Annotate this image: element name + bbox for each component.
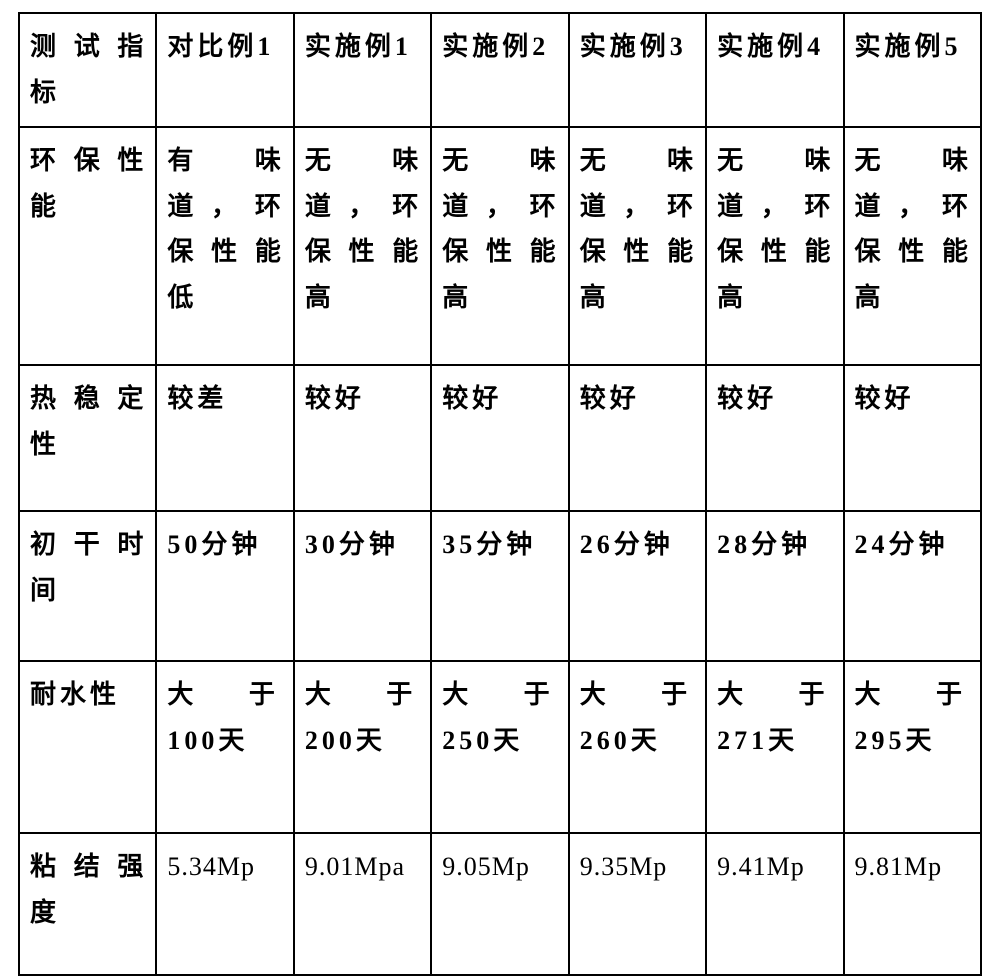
gt-char-da: 大 (580, 680, 610, 709)
table-header-row: 测试指标 对比例1 实施例1 实施例2 实施例3 实施例4 实施例5 (19, 13, 981, 127)
cell-bond-example2: 9.05Mp (431, 833, 568, 975)
comparison-table: 测试指标 对比例1 实施例1 实施例2 实施例3 实施例4 实施例5 环保性能 … (18, 12, 982, 976)
page: 测试指标 对比例1 实施例1 实施例2 实施例3 实施例4 实施例5 环保性能 … (0, 0, 1000, 947)
gt-char-yu: 于 (249, 672, 279, 718)
gt-char-yu: 于 (524, 672, 554, 718)
col-header-example5: 实施例5 (844, 13, 981, 127)
col-header-compare1: 对比例1 (156, 13, 293, 127)
cell-bond-example5: 9.81Mp (844, 833, 981, 975)
col-header-example2: 实施例2 (431, 13, 568, 127)
cell-env-compare1: 有味道，环保性能低 (156, 127, 293, 365)
row-label-thermal: 热稳定性 (19, 365, 156, 511)
cell-water-days: 250天 (442, 726, 523, 755)
cell-water-compare1: 大 于 100天 (156, 661, 293, 833)
cell-env-example5: 无味道，环保性能高 (844, 127, 981, 365)
cell-drytime-compare1: 50分钟 (156, 511, 293, 661)
gt-char-yu: 于 (799, 672, 829, 718)
gt-char-da: 大 (717, 680, 747, 709)
cell-bond-example4: 9.41Mp (706, 833, 843, 975)
cell-drytime-example4: 28分钟 (706, 511, 843, 661)
cell-water-days: 271天 (717, 726, 798, 755)
gt-char-da: 大 (855, 680, 885, 709)
row-label-drytime: 初干时间 (19, 511, 156, 661)
cell-drytime-example2: 35分钟 (431, 511, 568, 661)
cell-water-days: 295天 (855, 726, 936, 755)
cell-bond-example1: 9.01Mpa (294, 833, 431, 975)
cell-thermal-example2: 较好 (431, 365, 568, 511)
table-row: 初干时间 50分钟 30分钟 35分钟 26分钟 28分钟 24分钟 (19, 511, 981, 661)
cell-bond-compare1: 5.34Mp (156, 833, 293, 975)
bond-value: 5.34Mp (167, 852, 255, 881)
cell-water-days: 200天 (305, 726, 386, 755)
cell-water-days: 100天 (167, 726, 248, 755)
col-header-example3: 实施例3 (569, 13, 706, 127)
table-row: 环保性能 有味道，环保性能低 无味道，环保性能高 无味道，环保性能高 无味道，环… (19, 127, 981, 365)
table-row: 粘结强度 5.34Mp 9.01Mpa 9.05Mp 9.35Mp 9.41Mp… (19, 833, 981, 975)
col-header-example1: 实施例1 (294, 13, 431, 127)
cell-thermal-example1: 较好 (294, 365, 431, 511)
gt-char-yu: 于 (661, 672, 691, 718)
cell-water-example5: 大 于 295天 (844, 661, 981, 833)
cell-env-example1: 无味道，环保性能高 (294, 127, 431, 365)
gt-char-yu: 于 (386, 672, 416, 718)
col-header-metric: 测试指标 (19, 13, 156, 127)
gt-char-da: 大 (442, 680, 472, 709)
cell-drytime-example3: 26分钟 (569, 511, 706, 661)
gt-char-yu: 于 (936, 672, 966, 718)
cell-water-example1: 大 于 200天 (294, 661, 431, 833)
bond-value: 9.35Mp (580, 852, 668, 881)
cell-drytime-example5: 24分钟 (844, 511, 981, 661)
table-row: 热稳定性 较差 较好 较好 较好 较好 较好 (19, 365, 981, 511)
gt-char-da: 大 (305, 680, 335, 709)
cell-env-example3: 无味道，环保性能高 (569, 127, 706, 365)
cell-thermal-example5: 较好 (844, 365, 981, 511)
bond-value: 9.01Mpa (305, 852, 405, 881)
cell-drytime-example1: 30分钟 (294, 511, 431, 661)
bond-value: 9.41Mp (717, 852, 805, 881)
cell-thermal-example4: 较好 (706, 365, 843, 511)
table-row: 耐水性 大于 100天 大于 200天 大于 250天 大于 260天 大于 2… (19, 661, 981, 833)
bond-value: 9.81Mp (855, 852, 943, 881)
cell-thermal-compare1: 较差 (156, 365, 293, 511)
cell-water-example4: 大 于 271天 (706, 661, 843, 833)
bond-value: 9.05Mp (442, 852, 530, 881)
cell-water-example2: 大 于 250天 (431, 661, 568, 833)
cell-bond-example3: 9.35Mp (569, 833, 706, 975)
row-label-water: 耐水性 (19, 661, 156, 833)
cell-env-example4: 无味道，环保性能高 (706, 127, 843, 365)
row-label-bond: 粘结强度 (19, 833, 156, 975)
cell-thermal-example3: 较好 (569, 365, 706, 511)
gt-char-da: 大 (167, 680, 197, 709)
col-header-example4: 实施例4 (706, 13, 843, 127)
cell-water-example3: 大 于 260天 (569, 661, 706, 833)
cell-env-example2: 无味道，环保性能高 (431, 127, 568, 365)
cell-water-days: 260天 (580, 726, 661, 755)
row-label-env: 环保性能 (19, 127, 156, 365)
